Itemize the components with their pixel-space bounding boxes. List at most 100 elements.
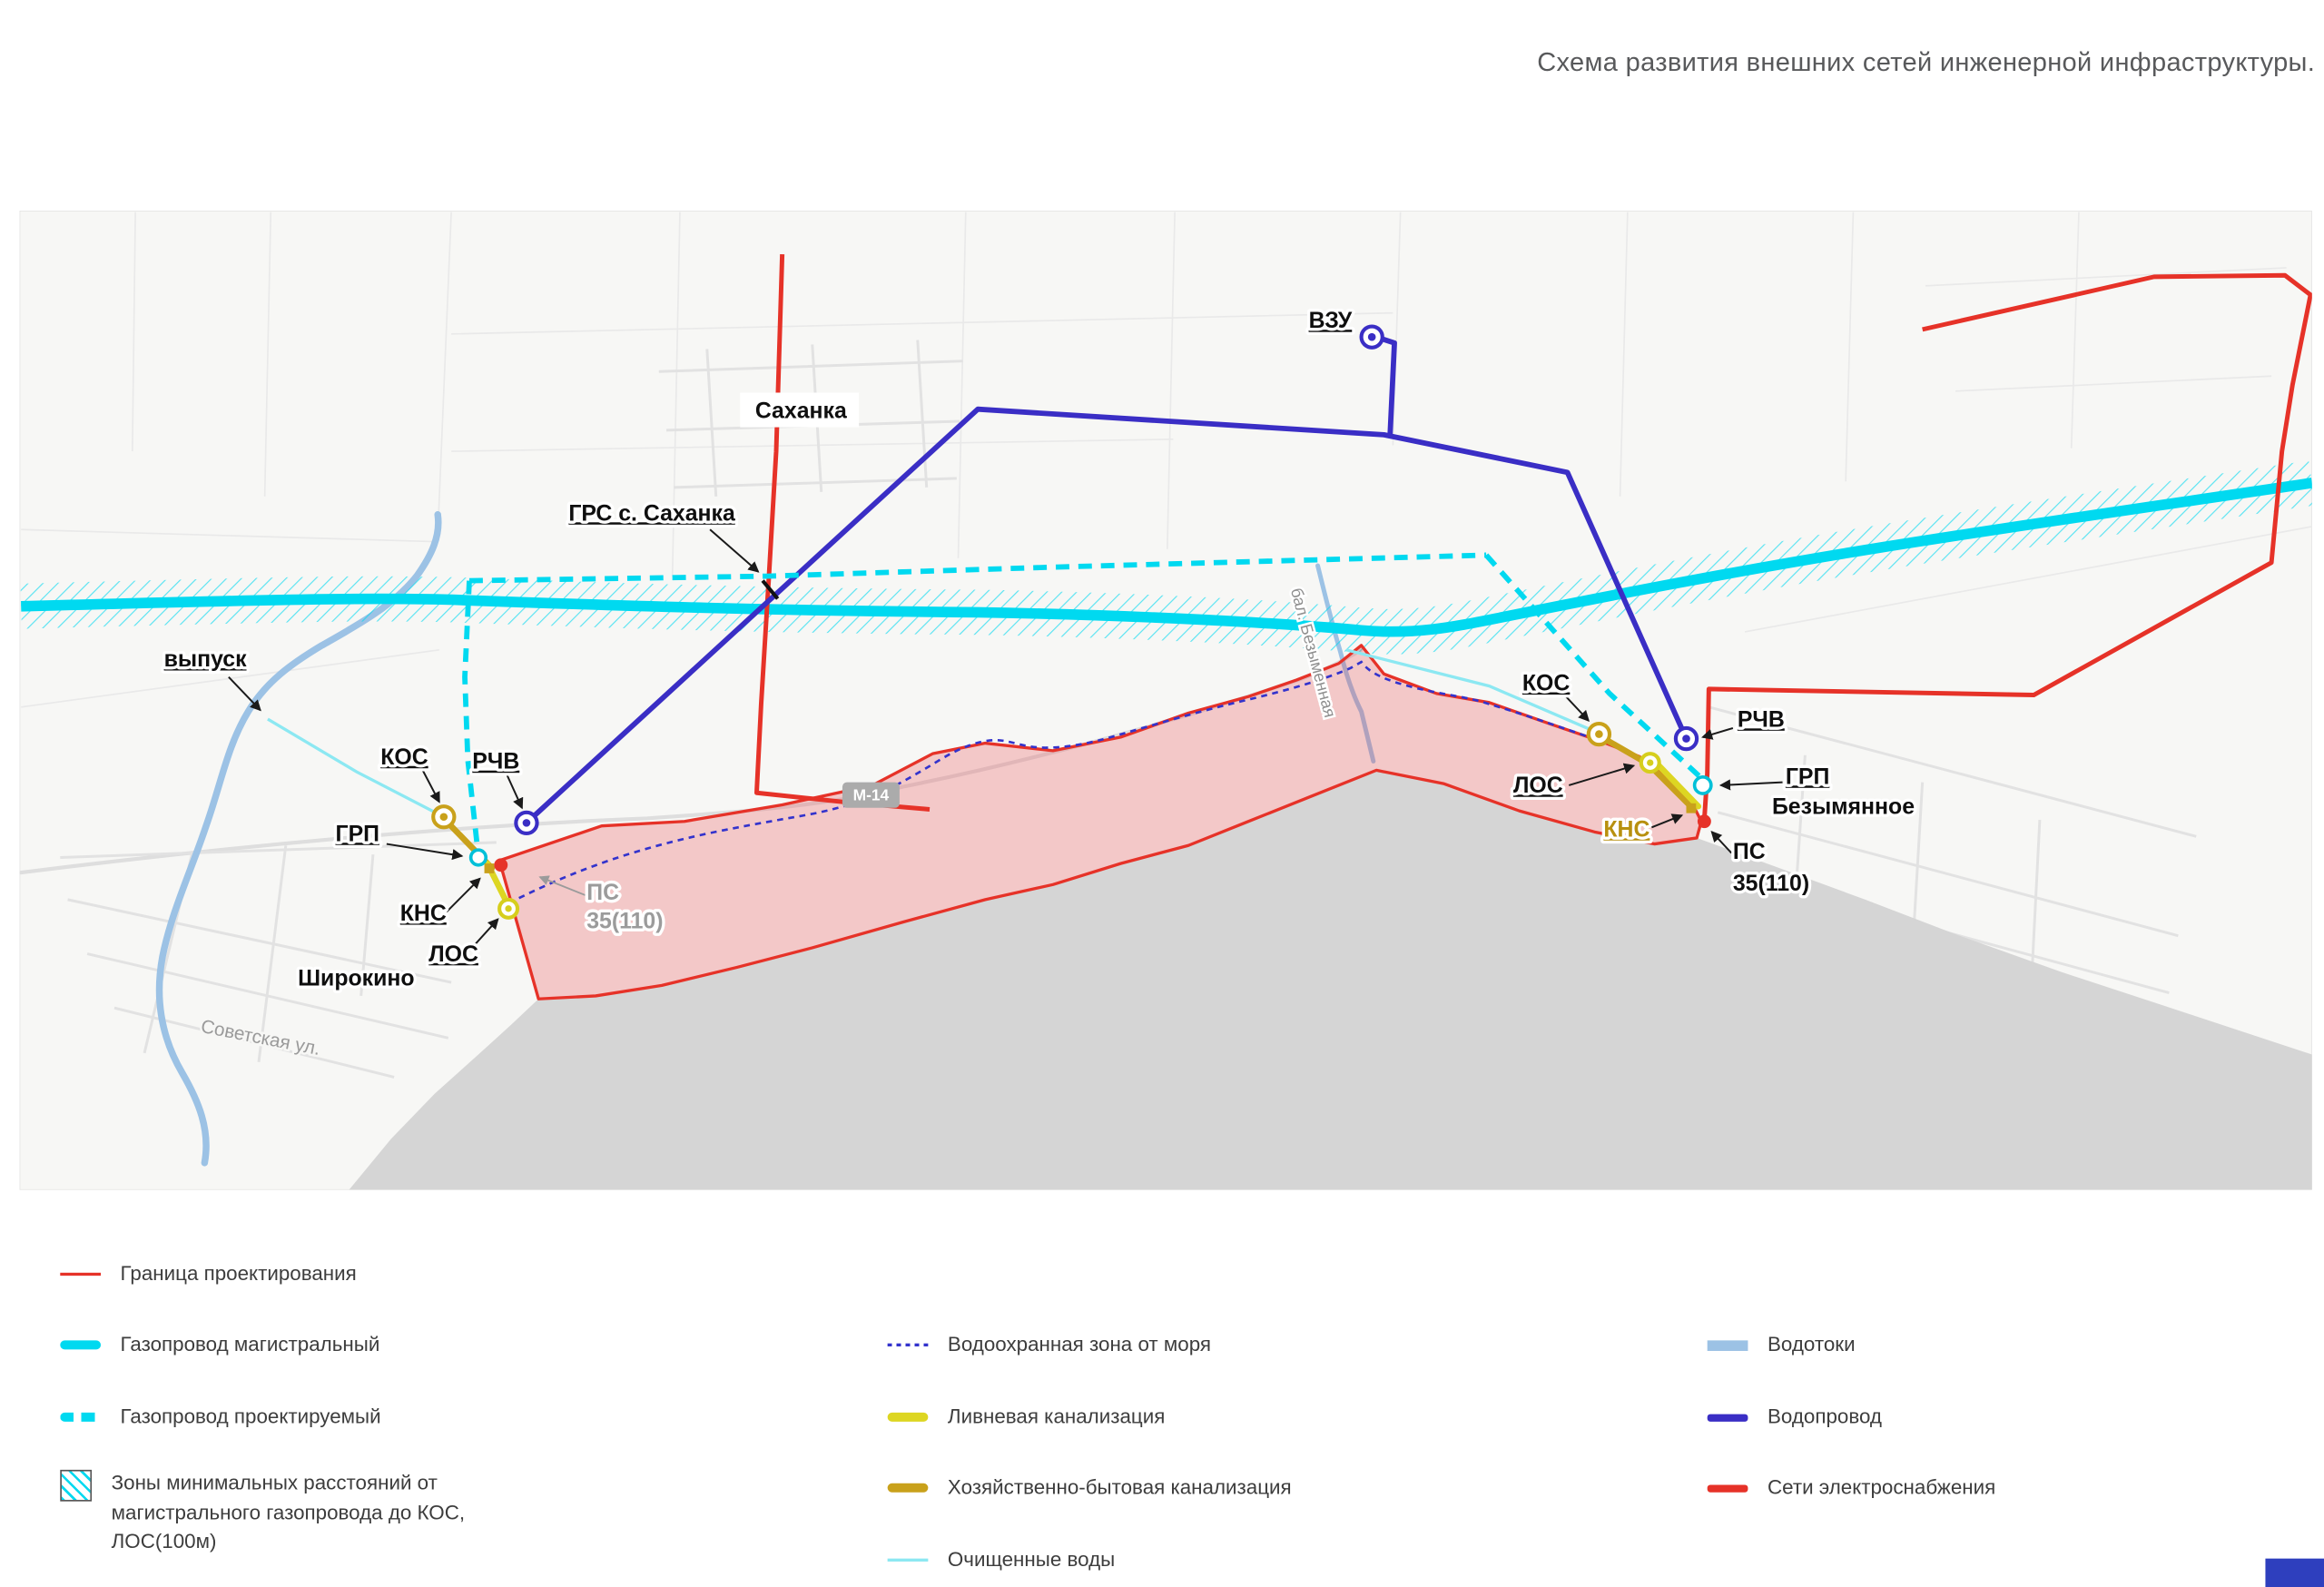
los-left-marker-dot: [505, 905, 512, 912]
gas-main-swatch: [60, 1340, 102, 1350]
los-right-marker-dot: [1647, 759, 1654, 766]
label-kns-left: КНС: [400, 902, 447, 926]
water-protection-swatch: [887, 1343, 929, 1347]
sea: [349, 770, 2312, 1190]
ps-right-marker: [1697, 814, 1711, 829]
callout-leaders: [228, 528, 1783, 951]
label-ps-right-line2: 35(110): [1733, 872, 1809, 896]
label-ps-left-line2: 35(110): [586, 909, 663, 933]
ps-right-leader: [1710, 831, 1732, 854]
label-grp-left: ГРП: [336, 822, 380, 846]
legend-label: Хозяйственно-бытовая канализация: [947, 1475, 1292, 1499]
boundary-line-swatch: [60, 1272, 102, 1276]
treated-water-swatch: [887, 1558, 929, 1562]
kns-right-marker: [1686, 803, 1697, 813]
label-kos-right: КОС: [1522, 672, 1570, 696]
gas-planned-swatch: [60, 1412, 102, 1422]
page-title: Схема развития внешних сетей инженерной …: [1537, 46, 2316, 77]
kns-left-marker: [484, 863, 495, 873]
legend-label: Газопровод проектируемый: [120, 1405, 381, 1428]
label-kns-right: КНС: [1603, 817, 1649, 842]
legend-item-treated-water: Очищенные воды: [887, 1545, 1116, 1575]
legend-item-min-distance-zone: Зоны минимальных расстояний от магистрал…: [60, 1468, 520, 1556]
kns-right-leader: [1651, 813, 1684, 829]
label-los-left: ЛОС: [428, 942, 478, 967]
legend-label: Ливневая канализация: [947, 1405, 1166, 1428]
water-supply-swatch: [1707, 1413, 1748, 1422]
rchv-left-marker-dot: [522, 819, 531, 827]
legend-item-water-protection: Водоохранная зона от моря: [887, 1330, 1212, 1360]
legend-item-domestic-sewer: Хозяйственно-бытовая канализация: [887, 1473, 1292, 1503]
legend-label: Водотоки: [1767, 1333, 1856, 1356]
water-supply-main: [524, 406, 1689, 825]
grs-marker: [761, 579, 780, 600]
gas-pipeline-planned: [462, 552, 1707, 857]
grp-right-leader: [1718, 779, 1783, 791]
treated-water-left: [267, 717, 445, 819]
hatch-zone-swatch: [60, 1469, 93, 1502]
rchv-left-leader: [506, 774, 524, 810]
label-los-right: ЛОС: [1513, 774, 1563, 798]
legend-label: Газопровод магистральный: [120, 1333, 380, 1356]
los-left-leader: [468, 918, 499, 951]
vzu-marker-dot: [1367, 332, 1376, 341]
vypusk-leader: [228, 675, 261, 712]
legend-item-storm-sewer: Ливневая канализация: [887, 1402, 1166, 1432]
corner-mark: [2265, 1558, 2324, 1587]
water-supply-vzu-branch: [1380, 336, 1397, 439]
kns-left-leader: [446, 877, 481, 912]
gas-planned-main: [468, 552, 1487, 584]
watercourse-swatch: [1707, 1339, 1748, 1351]
stream-watercourse: [1315, 563, 1376, 764]
legend-label: Очищенные воды: [947, 1548, 1116, 1572]
grp-left-marker: [468, 848, 488, 867]
kos-left-marker-dot: [439, 813, 448, 822]
kos-right-leader: [1565, 695, 1590, 722]
rchv-right-marker-dot: [1682, 734, 1690, 743]
label-bezymennoe: Безымянное: [1772, 794, 1915, 819]
legend-label: Водопровод: [1767, 1405, 1882, 1428]
label-rchv-right: РЧВ: [1738, 707, 1785, 732]
legend-label: Граница проектирования: [120, 1262, 357, 1286]
grs-leader: [709, 528, 760, 573]
gas-pipeline-main: [21, 478, 2312, 637]
label-ps-right-line1: ПС: [1733, 840, 1766, 864]
gas-planned-left-branch: [462, 580, 481, 857]
label-rchv-left: РЧВ: [472, 750, 519, 774]
legend-item-power: Сети электроснабжения: [1707, 1473, 1996, 1503]
label-sakhanka: Саханка: [755, 399, 847, 424]
infrastructure-map: Саханка ГРС с. Саханка ВЗУ выпуск КОС РЧ…: [19, 210, 2312, 1190]
storm-sewer-swatch: [887, 1412, 929, 1422]
ps-left-leader: [538, 875, 586, 896]
legend-item-boundary: Граница проектирования: [60, 1259, 357, 1289]
label-vypusk: выпуск: [164, 647, 248, 672]
label-grs: ГРС с. Саханка: [568, 501, 735, 526]
road-badge: [842, 782, 900, 808]
grp-right-marker: [1692, 775, 1713, 795]
legend-label: Зоны минимальных расстояний от магистрал…: [111, 1471, 466, 1553]
los-right-leader: [1568, 763, 1636, 786]
legend-label: Водоохранная зона от моря: [947, 1333, 1212, 1356]
gas-planned-right-branch: [1483, 553, 1707, 784]
sakhanka-label-box: [740, 392, 860, 428]
legend-item-gas-main: Газопровод магистральный: [60, 1330, 379, 1360]
legend-label: Сети электроснабжения: [1767, 1475, 1996, 1499]
storm-sewer-right: [1649, 756, 1702, 810]
power-line-east: [1701, 272, 2312, 821]
legend-item-water-supply: Водопровод: [1707, 1402, 1882, 1432]
label-vzu: ВЗУ: [1309, 309, 1353, 333]
label-grp-right: ГРП: [1786, 764, 1830, 789]
shirokino-streets: [60, 841, 497, 1079]
grp-left-leader: [386, 843, 464, 861]
power-swatch: [1707, 1484, 1748, 1492]
legend-item-watercourse: Водотоки: [1707, 1330, 1856, 1360]
label-ps-left-line1: ПС: [586, 881, 619, 905]
facility-markers: [431, 324, 1713, 920]
treated-water-right: [1345, 648, 1599, 734]
legend-item-gas-planned: Газопровод проектируемый: [60, 1402, 381, 1432]
label-kos-left: КОС: [380, 745, 428, 770]
label-shirokino: Широкино: [298, 966, 414, 991]
ps-left-marker: [494, 858, 508, 872]
rchv-right-leader: [1701, 727, 1734, 740]
